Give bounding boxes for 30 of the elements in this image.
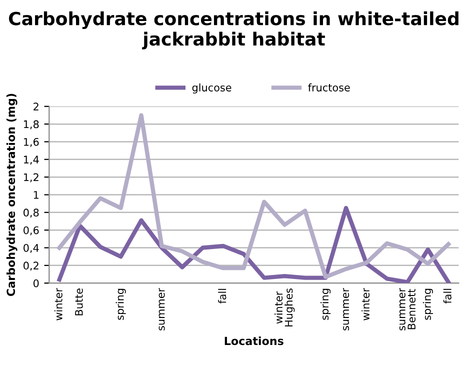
x-tick-label: Butte: [75, 288, 83, 316]
x-tick-label: spring: [422, 288, 433, 320]
legend-label: glucose: [192, 83, 232, 94]
x-tick-label: winter: [54, 288, 62, 320]
y-tick-label: 1,6: [24, 138, 39, 147]
line-series: [57, 113, 450, 279]
x-tick-label: summer: [343, 288, 350, 330]
x-axis-title: Locations: [224, 336, 284, 346]
x-tick-label: spring: [320, 288, 331, 320]
y-tick-label: 1,2: [24, 173, 38, 182]
x-tick-label: fall: [443, 288, 452, 304]
x-tick-label: summer Bennett: [399, 288, 416, 330]
x-tick-label: winter: [361, 288, 370, 320]
x-tick-label: fall: [218, 288, 226, 304]
y-axis-title: Carbohydrate oncentration (mg): [6, 94, 18, 296]
y-tick-label: 0,2: [24, 262, 38, 271]
y-tick-label: 1: [34, 191, 38, 199]
y-tick-label: 2: [34, 102, 38, 110]
x-tick-label: winter Hughes: [274, 288, 295, 326]
y-tick-label: 0,4: [24, 244, 39, 253]
line-series: [57, 206, 450, 284]
y-tick-label: 0: [33, 279, 39, 288]
y-tick-label: 1,4: [24, 156, 39, 165]
legend-label: fructose: [308, 83, 350, 92]
y-tick-label: 1,8: [24, 120, 39, 130]
x-tick-label: spring: [116, 288, 126, 320]
y-tick-label: 0,6: [24, 226, 39, 236]
x-tick-label: summer: [158, 288, 165, 330]
y-tick-label: 0,8: [24, 208, 39, 218]
chart-title: Carbohydrate concentrations in white-tailed jackrabbit habitat: [8, 11, 458, 50]
